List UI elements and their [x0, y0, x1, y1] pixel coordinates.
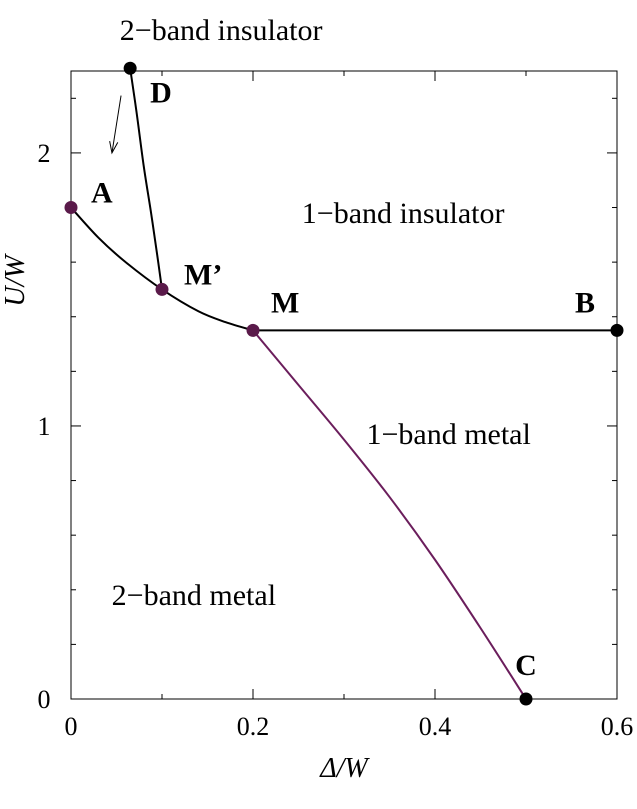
- x-tick-label: 0.6: [601, 712, 634, 741]
- x-tick-label: 0.4: [419, 712, 452, 741]
- y-tick-label: 1: [38, 412, 51, 441]
- critical-point-label: A: [91, 177, 113, 210]
- y-axis-label: U/W: [0, 253, 31, 307]
- point-layer: A D M’ M B C: [64, 61, 624, 706]
- critical-point-label: C: [515, 649, 537, 682]
- critical-point-marker: [246, 323, 260, 337]
- region-label: 1−band insulator: [302, 197, 505, 230]
- critical-point-marker: [519, 692, 533, 706]
- y-tick-label: 0: [38, 685, 51, 714]
- phase-boundary-line: [252, 329, 527, 700]
- region-label-layer: 1−band insulator 1−band metal 2−band metal: [112, 197, 531, 612]
- x-tick-label: 0: [65, 712, 78, 741]
- critical-point-label: M: [271, 286, 299, 319]
- y-tick-label: 2: [38, 139, 51, 168]
- annotation-label: 2−band insulator: [120, 14, 323, 47]
- phase-boundary-line: [129, 68, 163, 290]
- critical-point-marker: [610, 323, 624, 337]
- annotation-arrow-line: [111, 95, 122, 153]
- critical-point-label: D: [150, 76, 172, 109]
- critical-point-label: B: [575, 286, 595, 319]
- critical-point-marker: [155, 282, 169, 296]
- region-label: 1−band metal: [366, 418, 530, 451]
- ticks-layer: 0 0.2 0.4 0.6 0 1 2: [38, 71, 634, 741]
- annotation-arrow-head: [109, 141, 119, 155]
- critical-point-marker: [64, 201, 78, 215]
- critical-point-marker: [123, 61, 137, 75]
- annotation-layer: 2−band insulator: [109, 14, 323, 155]
- x-tick-label: 0.2: [237, 712, 270, 741]
- region-label: 2−band metal: [112, 579, 276, 612]
- critical-point-label: M’: [184, 258, 222, 291]
- x-axis-label: Δ/W: [319, 753, 370, 784]
